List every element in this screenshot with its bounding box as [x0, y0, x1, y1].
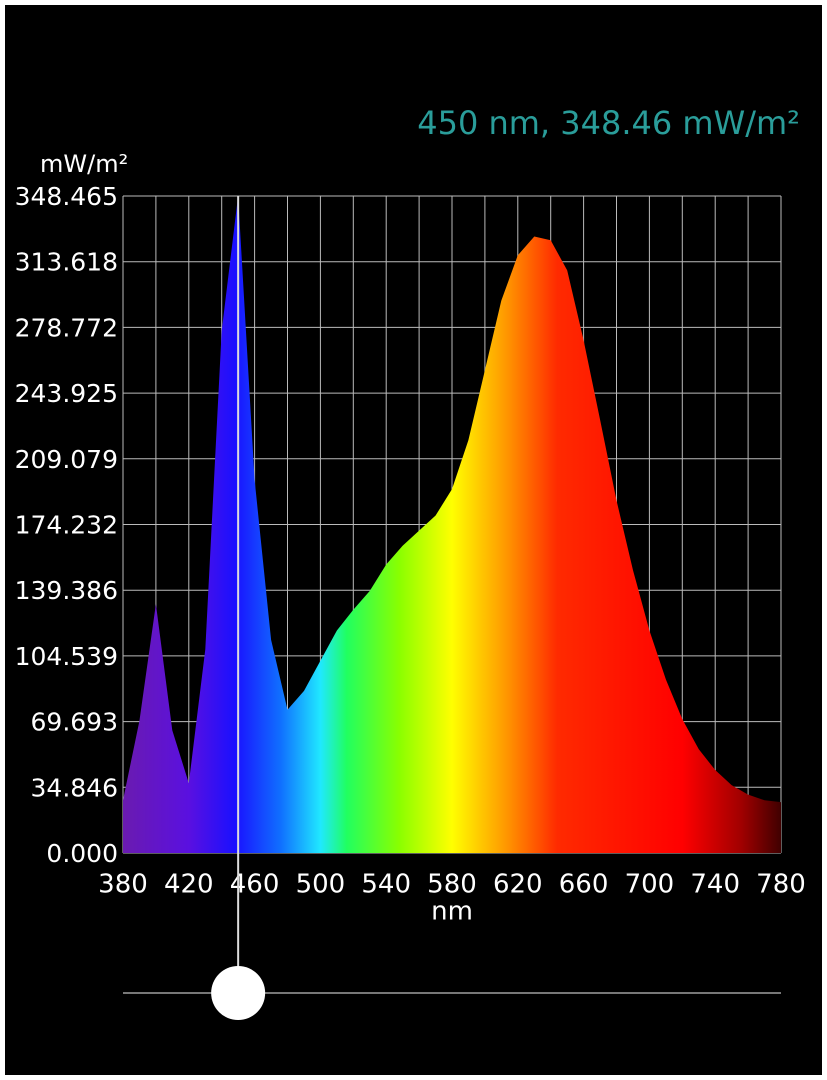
x-tick-label: 420: [164, 870, 214, 900]
x-tick-label: 380: [98, 870, 148, 900]
y-tick-label: 209.079: [15, 445, 118, 474]
x-tick-label: 580: [427, 870, 477, 900]
x-tick-label: 780: [756, 870, 806, 900]
y-tick-label: 278.772: [15, 313, 118, 342]
x-tick-label: 700: [625, 870, 675, 900]
tick-labels: 0.000 34.846 69.693 104.539 139.386 174.232 20…: [15, 182, 806, 900]
readout: 450 nm, 348.46 mW/m²: [417, 104, 800, 142]
x-tick-label: 500: [296, 870, 346, 900]
y-tick-label: 0.000: [46, 839, 118, 868]
slider-handle[interactable]: [211, 966, 266, 1020]
plot: [123, 196, 781, 853]
y-axis-label: mW/m²: [40, 150, 128, 178]
y-tick-label: 34.846: [31, 773, 118, 802]
spectrum-area: [123, 196, 781, 853]
y-tick-label: 348.465: [15, 182, 118, 211]
x-tick-label: 660: [559, 870, 609, 900]
x-tick-label: 620: [493, 870, 543, 900]
y-tick-label: 174.232: [15, 511, 118, 540]
y-tick-label: 69.693: [31, 708, 118, 737]
x-tick-label: 540: [361, 870, 411, 900]
x-axis-label: nm: [431, 897, 473, 927]
y-tick-label: 313.618: [15, 248, 118, 277]
y-tick-label: 243.925: [15, 379, 118, 408]
y-tick-label: 104.539: [15, 642, 118, 671]
cursor[interactable]: [211, 196, 266, 1020]
y-tick-label: 139.386: [15, 576, 118, 605]
x-tick-label: 740: [690, 870, 740, 900]
